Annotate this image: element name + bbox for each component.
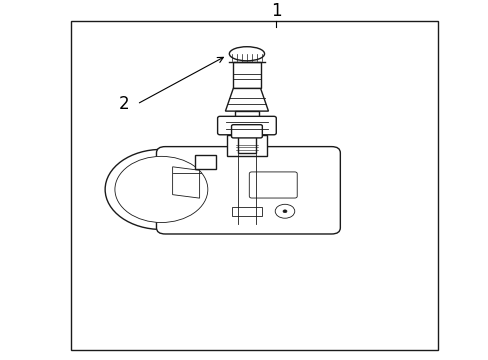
Circle shape <box>283 210 286 213</box>
Bar <box>232 207 261 216</box>
Bar <box>227 135 266 156</box>
FancyBboxPatch shape <box>217 116 276 135</box>
Bar <box>233 62 260 89</box>
Circle shape <box>275 204 294 218</box>
Bar <box>235 111 258 118</box>
Text: 1: 1 <box>270 1 281 19</box>
Circle shape <box>115 156 207 222</box>
Polygon shape <box>172 167 199 198</box>
Circle shape <box>105 149 217 229</box>
Polygon shape <box>225 89 268 111</box>
FancyBboxPatch shape <box>249 172 297 198</box>
FancyBboxPatch shape <box>231 125 262 138</box>
Text: 2: 2 <box>119 95 129 113</box>
FancyBboxPatch shape <box>156 147 340 234</box>
Ellipse shape <box>229 47 264 61</box>
Bar <box>238 133 255 153</box>
Bar <box>71 21 437 350</box>
Bar <box>195 156 215 168</box>
